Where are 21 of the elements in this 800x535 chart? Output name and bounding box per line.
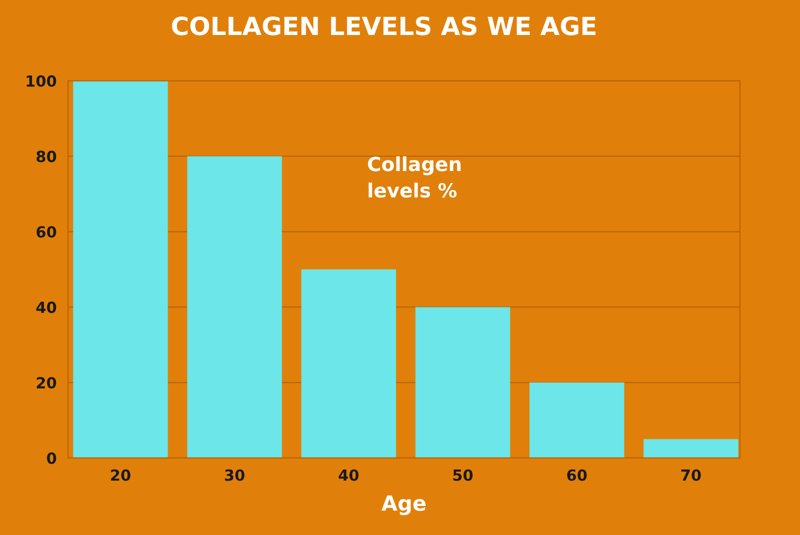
bar [301, 269, 396, 458]
y-tick-label: 100 [26, 75, 56, 87]
y-tick-label: 80 [36, 150, 56, 162]
x-tick-label: 20 [111, 469, 130, 481]
x-tick-label: 70 [681, 469, 701, 481]
bar [530, 382, 624, 458]
x-tick-label: 60 [567, 469, 587, 481]
bar [644, 439, 738, 458]
y-tick-label: 0 [46, 452, 56, 464]
x-axis-title: Age [382, 495, 426, 516]
x-tick-label: 40 [338, 469, 359, 481]
y-tick-label: 40 [36, 302, 56, 314]
bar [73, 80, 168, 458]
chart-title: COLLAGEN LEVELS AS WE AGE [172, 16, 596, 36]
bar [415, 307, 510, 458]
x-tick-label: 30 [224, 469, 244, 481]
bar [187, 156, 282, 458]
annotation: Collagen levels % [368, 156, 461, 198]
y-tick-label: 20 [36, 376, 56, 389]
x-tick-label: 50 [453, 469, 473, 481]
y-tick-label: 60 [36, 226, 56, 238]
